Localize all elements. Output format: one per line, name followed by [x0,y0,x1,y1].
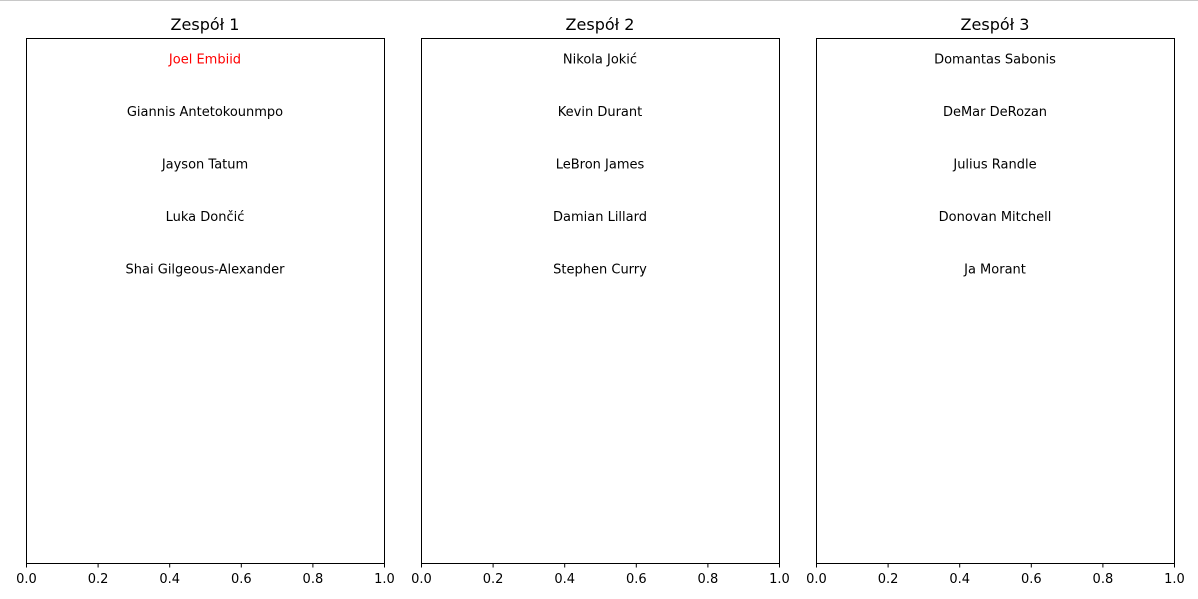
x-tick-label: 1.0 [1164,572,1185,587]
x-tick-label: 0.0 [411,572,432,587]
player-name: Luka Dončić [166,210,245,225]
player-name: Shai Gilgeous-Alexander [126,263,286,278]
team-panel-1: Zespół 1 Joel Embiid Giannis Antetokounmpo… [16,15,395,587]
x-tick-label: 0.4 [949,572,970,587]
x-tick-label: 0.4 [554,572,575,587]
player-name: Nikola Jokić [563,53,637,68]
player-name: Domantas Sabonis [934,53,1056,68]
player-name: Stephen Curry [553,263,647,278]
panel-title: Zespół 2 [566,15,635,34]
x-tick-label: 0.0 [806,572,827,587]
player-name: Joel Embiid [168,53,241,68]
x-tick-label: 0.6 [626,572,647,587]
panel-title: Zespół 1 [171,15,240,34]
x-tick-label: 0.8 [698,572,719,587]
x-tick-label: 0.8 [303,572,324,587]
axes-frame [421,38,780,564]
player-name: Giannis Antetokounmpo [127,105,283,120]
x-tick-label: 0.2 [483,572,504,587]
x-tick-label: 0.8 [1093,572,1114,587]
axes-frame [816,38,1175,564]
player-name: Jayson Tatum [161,158,248,173]
player-name: Julius Randle [952,158,1036,173]
x-tick-label: 0.6 [231,572,252,587]
player-name: LeBron James [556,158,645,173]
x-tick-label: 1.0 [769,572,790,587]
x-tick-label: 0.4 [159,572,180,587]
x-tick-label: 0.0 [16,572,37,587]
window-top-border [0,0,1198,1]
player-name: Ja Morant [963,263,1026,278]
x-tick-label: 0.2 [88,572,109,587]
player-name: Damian Lillard [553,210,647,225]
player-name: DeMar DeRozan [943,105,1047,120]
x-tick-label: 0.2 [878,572,899,587]
panel-title: Zespół 3 [961,15,1030,34]
team-panel-3: Zespół 3 Domantas Sabonis DeMar DeRozan Jul… [806,15,1185,587]
player-name: Kevin Durant [558,105,642,120]
player-name: Donovan Mitchell [939,210,1052,225]
axes-frame [26,38,385,564]
x-tick-label: 0.6 [1021,572,1042,587]
x-tick-label: 1.0 [374,572,395,587]
team-panel-2: Zespół 2 Nikola Jokić Kevin Durant LeBron J… [411,15,790,587]
